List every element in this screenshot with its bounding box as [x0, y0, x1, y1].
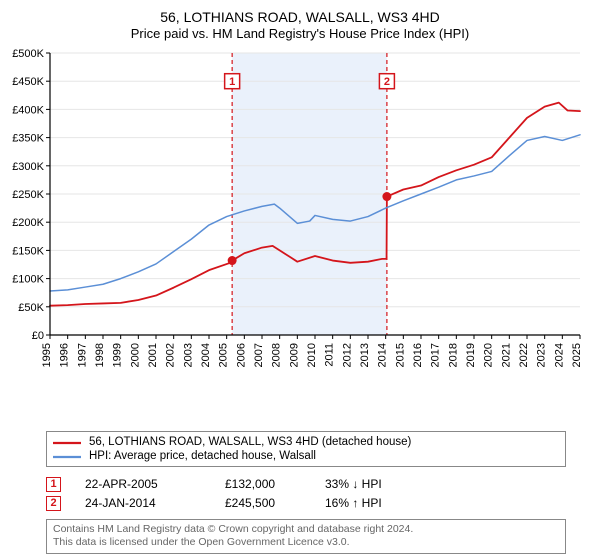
svg-text:2018: 2018: [447, 343, 459, 367]
svg-text:£250K: £250K: [12, 189, 44, 201]
sale-date: 24-JAN-2014: [85, 496, 225, 510]
svg-text:2025: 2025: [571, 343, 583, 367]
sale-row: 1 22-APR-2005£132,00033% ↓ HPI: [46, 475, 590, 494]
svg-text:£400K: £400K: [12, 105, 44, 117]
svg-text:£0: £0: [32, 330, 44, 342]
chart-area: £0 £50K £100K £150K £200K £250K £300K £350K £400…: [10, 47, 590, 425]
svg-text:2010: 2010: [306, 343, 318, 367]
svg-text:2015: 2015: [394, 343, 406, 367]
svg-text:2011: 2011: [324, 343, 336, 367]
legend-label: HPI: Average price, detached house, Wals…: [89, 450, 316, 462]
svg-text:1: 1: [229, 76, 235, 88]
svg-text:2022: 2022: [518, 343, 530, 367]
footer-notice: Contains HM Land Registry data © Crown c…: [46, 519, 566, 554]
svg-text:2003: 2003: [182, 343, 194, 367]
svg-text:2001: 2001: [147, 343, 159, 367]
svg-text:£450K: £450K: [12, 76, 44, 88]
svg-text:£150K: £150K: [12, 246, 44, 258]
svg-text:£50K: £50K: [18, 302, 44, 314]
sale-vs-hpi: 33% ↓ HPI: [325, 477, 445, 491]
svg-text:2016: 2016: [412, 343, 424, 367]
svg-text:2004: 2004: [200, 343, 212, 367]
page-subtitle: Price paid vs. HM Land Registry's House …: [10, 26, 590, 41]
svg-text:2024: 2024: [553, 343, 565, 367]
sale-price: £132,000: [225, 477, 325, 491]
svg-text:2002: 2002: [165, 343, 177, 367]
sale-marker-box: 2: [46, 496, 61, 511]
page-title: 56, LOTHIANS ROAD, WALSALL, WS3 4HD: [10, 8, 590, 26]
svg-text:2000: 2000: [129, 343, 141, 367]
svg-text:2014: 2014: [377, 343, 389, 367]
svg-text:2005: 2005: [218, 343, 230, 367]
sale-price: £245,500: [225, 496, 325, 510]
legend: 56, LOTHIANS ROAD, WALSALL, WS3 4HD (det…: [46, 431, 566, 467]
svg-text:2009: 2009: [288, 343, 300, 367]
svg-text:2008: 2008: [271, 343, 283, 367]
legend-row: HPI: Average price, detached house, Wals…: [53, 449, 559, 463]
svg-text:2007: 2007: [253, 343, 265, 367]
svg-text:2: 2: [384, 76, 390, 88]
svg-text:1998: 1998: [94, 343, 106, 367]
svg-text:2012: 2012: [341, 343, 353, 367]
svg-text:£300K: £300K: [12, 161, 44, 173]
svg-text:2006: 2006: [235, 343, 247, 367]
svg-text:1996: 1996: [59, 343, 71, 367]
svg-text:2019: 2019: [465, 343, 477, 367]
svg-text:£500K: £500K: [12, 48, 44, 60]
footer-line-1: Contains HM Land Registry data © Crown c…: [53, 523, 559, 537]
svg-text:1995: 1995: [41, 343, 53, 367]
svg-text:£200K: £200K: [12, 217, 44, 229]
svg-text:2023: 2023: [536, 343, 548, 367]
sale-row: 2 24-JAN-2014£245,50016% ↑ HPI: [46, 494, 590, 513]
svg-text:£350K: £350K: [12, 133, 44, 145]
footer-line-2: This data is licensed under the Open Gov…: [53, 536, 559, 550]
sale-vs-hpi: 16% ↑ HPI: [325, 496, 445, 510]
svg-text:2017: 2017: [430, 343, 442, 367]
svg-text:1997: 1997: [76, 343, 88, 367]
price-chart: £0 £50K £100K £150K £200K £250K £300K £350K £400…: [10, 47, 590, 377]
svg-text:2020: 2020: [483, 343, 495, 367]
legend-swatch: [53, 452, 81, 460]
sale-marker-box: 1: [46, 477, 61, 492]
sale-date: 22-APR-2005: [85, 477, 225, 491]
legend-swatch: [53, 438, 81, 446]
svg-text:2013: 2013: [359, 343, 371, 367]
legend-label: 56, LOTHIANS ROAD, WALSALL, WS3 4HD (det…: [89, 436, 411, 448]
svg-text:1999: 1999: [112, 343, 124, 367]
svg-text:£100K: £100K: [12, 274, 44, 286]
legend-row: 56, LOTHIANS ROAD, WALSALL, WS3 4HD (det…: [53, 435, 559, 449]
svg-text:2021: 2021: [500, 343, 512, 367]
sales-table: 1 22-APR-2005£132,00033% ↓ HPI 2 24-JAN-201…: [46, 475, 590, 513]
